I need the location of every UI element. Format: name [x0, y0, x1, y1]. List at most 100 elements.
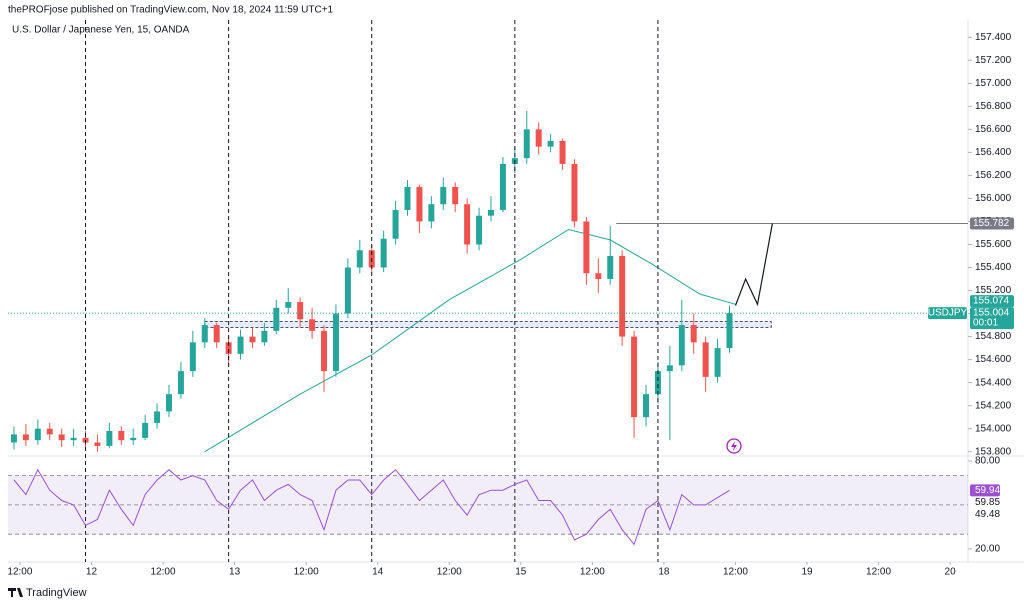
candle-body: [487, 209, 494, 216]
candle-body: [583, 221, 590, 274]
candle-body: [714, 348, 721, 377]
candle-body: [237, 336, 244, 354]
symbol-box: [928, 307, 967, 320]
candle-body: [34, 428, 41, 441]
candle-body: [571, 163, 578, 222]
alert-icon[interactable]: [726, 438, 742, 454]
moving-average: [204, 228, 736, 453]
x-tick-label: 18: [658, 567, 670, 578]
x-tick-label: 13: [229, 567, 241, 578]
candle-body: [261, 330, 268, 343]
price-label: 155.004: [973, 308, 1010, 319]
x-tick-label: 19: [801, 567, 813, 578]
y-tick-label: 156.400: [975, 147, 1012, 158]
candle-body: [452, 186, 459, 205]
price-label: 155.074: [973, 296, 1010, 307]
candle-body: [535, 129, 542, 147]
y-tick-label: 156.000: [975, 193, 1012, 204]
candle-body: [344, 267, 351, 314]
candle-body: [428, 204, 435, 222]
candle-body: [273, 307, 280, 331]
candle-body: [631, 336, 638, 418]
y-tick-label: 157.400: [975, 32, 1012, 43]
y-tick-label: 80.00: [975, 456, 1000, 467]
candle-body: [654, 371, 661, 395]
y-tick-label: 154.800: [975, 331, 1012, 342]
publisher-line: thePROFjose published on TradingView.com…: [8, 5, 334, 16]
x-tick-label: 20: [945, 567, 957, 578]
candle-body: [213, 325, 220, 343]
rsi-value-label: 59.85: [975, 497, 1000, 508]
candle-body: [547, 140, 554, 147]
candle-body: [332, 313, 339, 372]
candle-body: [440, 186, 447, 205]
rsi-label-box: [970, 484, 1000, 497]
candle-body: [130, 437, 137, 441]
candle-body: [678, 325, 685, 366]
candle-body: [249, 336, 256, 343]
price-label-box: [970, 307, 1014, 330]
countdown: 00:01: [973, 318, 998, 329]
candle-body: [189, 342, 196, 372]
projection-line: [734, 223, 773, 307]
y-tick-label: 156.800: [975, 101, 1012, 112]
candle-body: [643, 394, 650, 418]
candle-body: [70, 437, 77, 441]
candle-body: [476, 215, 483, 245]
candle-body: [523, 129, 530, 159]
candle-body: [118, 430, 125, 441]
price-pane: [10, 110, 772, 453]
candle-body: [392, 209, 399, 239]
candle-body: [22, 434, 29, 441]
x-tick-label: 12:00: [580, 567, 605, 578]
candle-body: [154, 411, 161, 423]
y-tick-label: 157.200: [975, 55, 1012, 66]
candle-body: [201, 325, 208, 343]
candle-body: [225, 342, 232, 354]
x-tick-label: 12:00: [294, 567, 319, 578]
candle-body: [165, 394, 172, 412]
y-tick-label: 154.600: [975, 354, 1012, 365]
candle-body: [46, 428, 53, 435]
candle-body: [58, 434, 65, 441]
x-tick-label: 12:00: [151, 567, 176, 578]
y-tick-label: 154.400: [975, 377, 1012, 388]
candle-body: [666, 365, 673, 372]
y-tick-label: 20.00: [975, 543, 1000, 554]
level-label-box: [970, 217, 1014, 230]
x-tick-label: 12: [86, 567, 98, 578]
candle-body: [499, 163, 506, 210]
footer-brand: TradingView: [26, 587, 87, 599]
y-tick-label: 156.200: [975, 170, 1012, 181]
candle-body: [619, 255, 626, 337]
zone: [204, 321, 772, 328]
x-tick-label: 12:00: [866, 567, 891, 578]
symbol-label: USDJPY: [928, 308, 968, 319]
candle-body: [285, 302, 292, 308]
candle-body: [702, 342, 709, 377]
candle-body: [297, 302, 304, 320]
candle-body: [94, 442, 101, 446]
y-tick-label: 157.000: [975, 78, 1012, 89]
candle-body: [10, 434, 17, 443]
y-tick-label: 155.600: [975, 239, 1012, 250]
y-tick-label: 155.400: [975, 262, 1012, 273]
x-tick-label: 15: [515, 567, 527, 578]
y-tick-label: 154.000: [975, 423, 1012, 434]
x-tick-label: 12:00: [7, 567, 32, 578]
x-tick-label: 12:00: [437, 567, 462, 578]
candle-body: [559, 140, 566, 164]
candle-body: [595, 273, 602, 280]
candle-body: [416, 186, 423, 222]
rsi-value-label: 49.48: [975, 509, 1000, 520]
price-label-box: [970, 295, 1014, 308]
candle-body: [607, 255, 614, 280]
candle-body: [309, 319, 316, 331]
candle-body: [177, 371, 184, 395]
candle-body: [356, 250, 363, 268]
y-tick-label: 153.800: [975, 446, 1012, 457]
candle-body: [690, 325, 697, 343]
footer-logo: [8, 588, 23, 597]
